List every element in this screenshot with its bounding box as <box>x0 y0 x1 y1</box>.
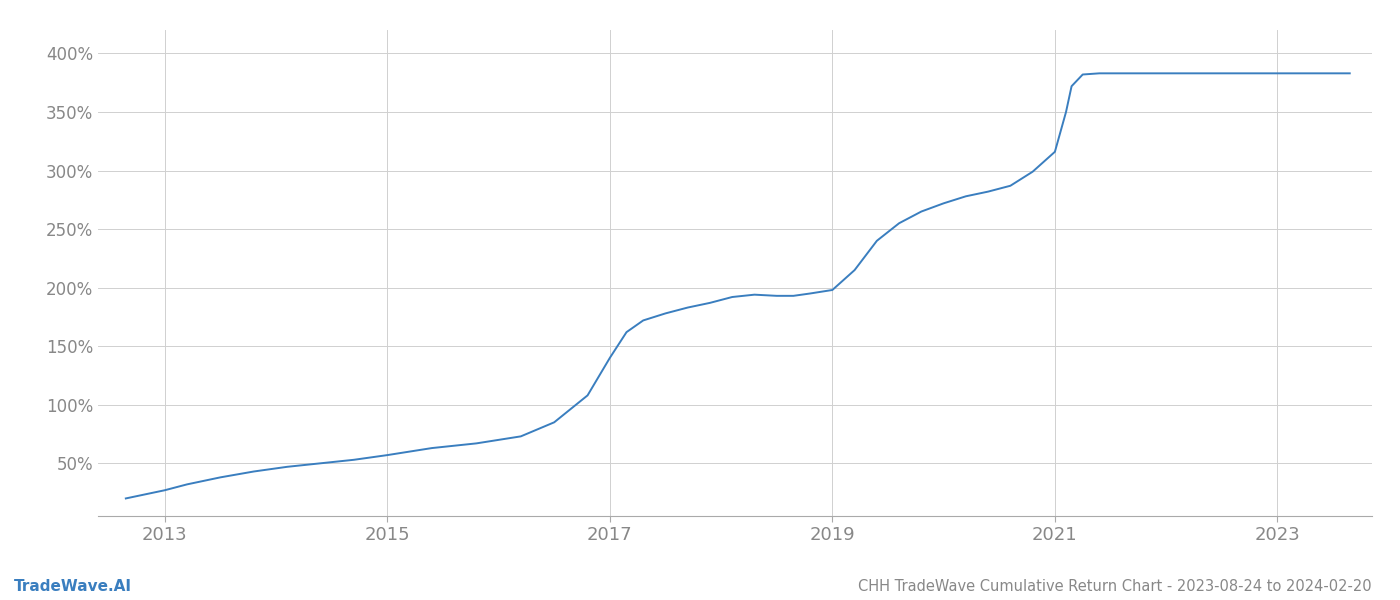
Text: TradeWave.AI: TradeWave.AI <box>14 579 132 594</box>
Text: CHH TradeWave Cumulative Return Chart - 2023-08-24 to 2024-02-20: CHH TradeWave Cumulative Return Chart - … <box>858 579 1372 594</box>
